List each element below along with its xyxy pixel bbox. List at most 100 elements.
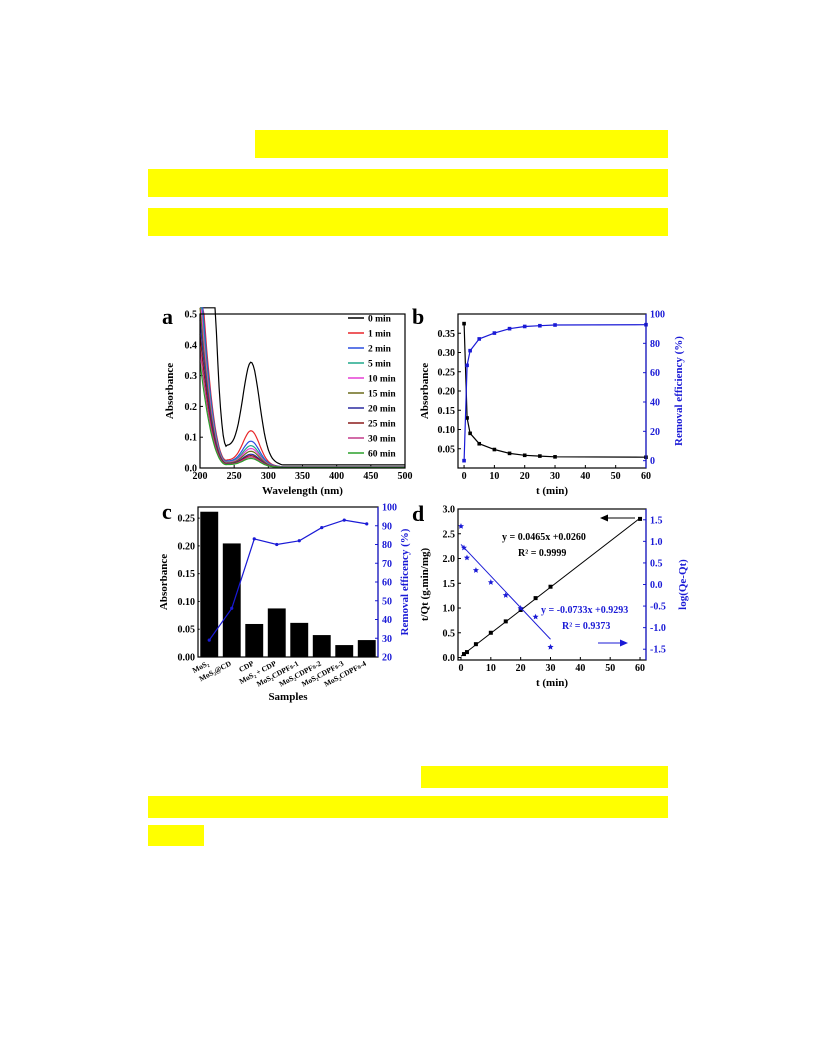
panel-label-b: b [412,304,424,329]
y2-tick-label: -0.5 [650,602,666,613]
y-tick-label: 0.5 [443,628,456,639]
y2-tick-label: 50 [382,596,392,607]
y-tick-label: 0.2 [185,402,198,413]
x-tick-label: 60 [641,471,651,482]
panel-label-c: c [162,499,172,524]
efficiency-point [207,638,211,642]
data-point [477,441,482,446]
y-tick-label: 0.0 [185,464,198,475]
y-axis-label: Absorbance [160,554,170,610]
spectrum-line [199,361,405,468]
y-tick-label: 0.4 [185,340,198,351]
y2-tick-label: 100 [650,310,665,321]
data-point [548,584,553,589]
efficiency-point [320,526,324,530]
y-tick-label: 0.3 [185,371,198,382]
data-point [462,458,466,463]
legend-label: 25 min [368,420,396,430]
data-point [518,607,523,612]
series-line [463,323,647,458]
y2-tick-label: 80 [382,540,392,551]
data-point [533,596,538,601]
data-point [522,324,527,329]
y-tick-label: 0.15 [438,406,456,417]
y-tick-label: 0.00 [178,653,196,664]
efficiency-point [230,606,234,610]
data-point-star [517,605,524,611]
y-tick-label: 0.20 [178,541,196,552]
data-point [468,348,472,353]
arrow-head-black [600,514,608,522]
x-tick-label: 10 [489,471,499,482]
data-point [492,331,497,335]
efficiency-point [275,542,279,547]
y2-tick-label: 1.0 [650,537,663,548]
y2-tick-label: 100 [382,503,397,514]
data-point [473,642,478,647]
y2-tick-label: 30 [382,634,392,645]
x-tick-label: 30 [550,471,560,482]
x-axis-label: Wavelength (nm) [262,485,343,497]
x-tick-label: 40 [575,663,585,674]
series-line [463,324,647,461]
bar [312,634,332,658]
x-tick-label: 250 [227,471,242,482]
y-tick-label: 0.0 [443,653,456,664]
arrow-head-blue [620,639,628,647]
x-tick-label: 450 [363,471,378,482]
bar [244,623,264,658]
data-point [464,650,469,655]
y2-tick-label: 20 [650,427,660,438]
efficiency-point [297,539,301,543]
fit-r2-2: R² = 0.9373 [562,621,610,632]
y-tick-label: 0.10 [178,597,196,608]
data-point-star [502,592,509,598]
data-point [553,455,557,459]
data-point [465,416,469,420]
bar [334,644,354,658]
y-tick-label: 0.25 [178,514,196,525]
plot-frame [457,313,647,469]
data-point-star [487,579,494,585]
highlight-bar-3 [148,208,668,236]
y-tick-label: 0.5 [185,310,198,321]
fit-equation-1: y = 0.0465x +0.0260 [502,532,586,543]
data-point [522,453,527,458]
x-tick-label: 300 [261,471,276,482]
x-tick-label: 40 [580,471,590,482]
bar [267,607,287,658]
y-tick-label: 0.20 [438,387,456,398]
x-tick-label: 500 [398,471,413,482]
efficiency-point [365,522,369,526]
highlight-bar-5 [148,796,668,818]
y2-tick-label: 20 [382,653,392,664]
y-tick-label: 0.35 [438,329,456,340]
data-point-star [460,544,467,551]
y-tick-label: 3.0 [443,505,456,516]
x-tick-label: 20 [516,663,526,674]
legend-label: 0 min [368,315,392,325]
legend-label: 5 min [368,360,392,370]
y2-tick-label: 40 [382,615,392,626]
y-tick-label: 0.10 [438,425,456,436]
y2-tick-label: 1.5 [650,515,663,526]
y-tick-label: 0.1 [185,433,198,444]
panel-label-a: a [162,304,173,329]
data-point [538,323,542,328]
x-axis-label: Samples [268,691,308,703]
x-axis-label: t (min) [536,677,568,689]
y2-tick-label: -1.0 [650,623,666,634]
fit-line-2 [460,544,551,640]
data-point [538,454,542,458]
y-tick-label: 1.0 [443,604,456,615]
y2-axis-label: Removal efficiency (%) [673,336,685,446]
data-point-star [532,613,539,620]
x-tick-label: 400 [329,471,344,482]
x-axis-label: t (min) [536,485,568,497]
legend-label: 10 min [368,375,396,385]
highlight-bar-6 [148,825,204,846]
bar [289,622,309,658]
highlight-bar-1 [255,130,668,158]
data-point [461,652,466,657]
figure-panel-b: b 0 10 20 30 40 50 60 0.05 0.10 0.15 0.20 0.25 0.30 0.… [410,300,700,505]
